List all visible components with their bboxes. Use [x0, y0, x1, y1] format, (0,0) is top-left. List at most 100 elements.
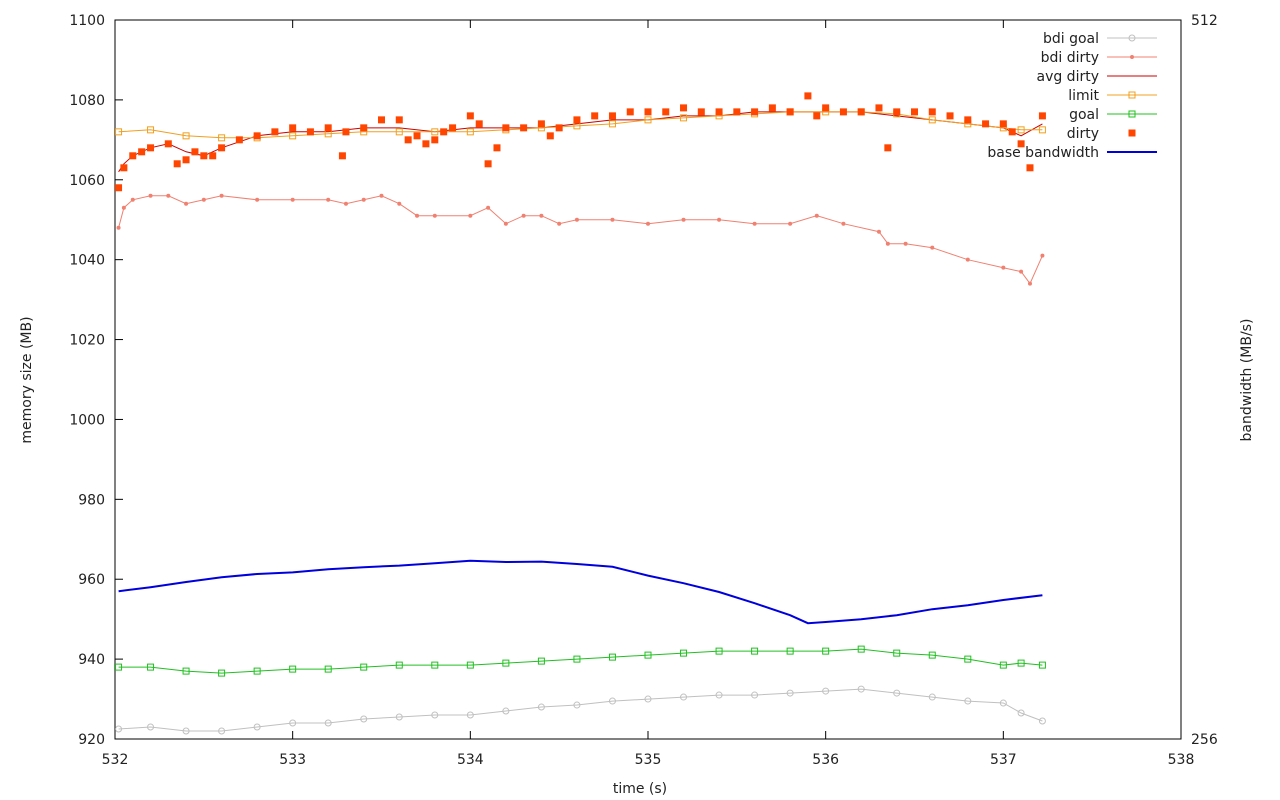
data-point: [608, 120, 616, 128]
data-point: [182, 156, 190, 164]
data-point: [191, 148, 199, 156]
data-point: [466, 112, 474, 120]
data-point: [574, 217, 579, 222]
legend-marker: [1130, 55, 1134, 59]
y-tick-label: 1060: [69, 173, 105, 189]
data-point: [475, 120, 483, 128]
data-point: [342, 128, 350, 136]
x-tick-label: 532: [102, 752, 129, 768]
data-point: [360, 124, 368, 132]
data-point: [546, 132, 554, 140]
data-point: [182, 667, 190, 675]
data-point: [404, 136, 412, 144]
data-point: [573, 701, 581, 709]
data-point: [449, 124, 457, 132]
data-point: [1026, 164, 1034, 172]
data-point: [431, 661, 439, 669]
data-point: [271, 128, 279, 136]
data-point: [930, 245, 935, 250]
data-point: [502, 707, 510, 715]
legend-item-goal: goal: [1069, 107, 1157, 123]
data-point: [964, 697, 972, 705]
data-point: [608, 697, 616, 705]
series-dirty: [115, 92, 1046, 192]
legend-item-bdi-goal: bdi goal: [1043, 31, 1157, 47]
data-point: [360, 663, 368, 671]
data-point: [395, 128, 403, 136]
y-tick-label: 920: [78, 732, 105, 748]
data-point: [786, 689, 794, 697]
data-point: [573, 116, 581, 124]
data-point: [432, 213, 437, 218]
y-tick-label: 1040: [69, 253, 105, 269]
data-point: [201, 197, 206, 202]
data-point: [885, 241, 890, 246]
data-point: [486, 205, 491, 210]
x-axis-title: time (s): [613, 781, 667, 797]
data-point: [608, 653, 616, 661]
data-point: [431, 128, 439, 136]
data-point: [395, 713, 403, 721]
data-point: [646, 221, 650, 226]
data-point: [608, 112, 616, 120]
data-point: [413, 132, 421, 140]
legend-label: dirty: [1067, 126, 1099, 142]
data-point: [999, 661, 1007, 669]
data-point: [1038, 112, 1046, 120]
data-point: [324, 719, 332, 727]
y-tick-label: 1080: [69, 93, 105, 109]
data-point: [289, 719, 297, 727]
data-point: [138, 148, 146, 156]
series-line-limit: [118, 111, 1043, 139]
data-point: [893, 649, 901, 657]
data-point: [148, 193, 153, 198]
data-point: [751, 108, 759, 116]
series-bdi-goal: [115, 685, 1046, 735]
data-point: [814, 213, 819, 218]
data-point: [893, 108, 901, 116]
x-tick-label: 534: [457, 752, 484, 768]
data-point: [218, 727, 226, 735]
data-point: [715, 691, 723, 699]
data-point: [324, 665, 332, 673]
y2-tick-label: 512: [1191, 13, 1218, 29]
data-point: [324, 124, 332, 132]
data-point: [422, 140, 430, 148]
legend-marker: [1128, 129, 1136, 137]
data-point: [1017, 126, 1025, 134]
x-tick-label: 537: [990, 752, 1017, 768]
legend-marker: [1128, 110, 1136, 118]
data-point: [289, 665, 297, 673]
data-point: [1019, 269, 1024, 274]
series-avg-dirty: [118, 111, 1043, 173]
data-point: [893, 689, 901, 697]
series-line-bdi-goal: [118, 688, 1043, 732]
plot-frame: [114, 19, 1182, 740]
data-point: [982, 120, 990, 128]
series-base-bandwidth: [118, 559, 1043, 625]
data-point: [395, 116, 403, 124]
data-point: [680, 693, 688, 701]
series-limit: [115, 108, 1046, 142]
data-point: [644, 695, 652, 703]
data-point: [182, 727, 190, 735]
data-point: [928, 651, 936, 659]
data-point: [255, 197, 260, 202]
legend-item-limit: limit: [1068, 88, 1157, 104]
legend-item-avg-dirty: avg dirty: [1036, 69, 1157, 85]
legend-item-base-bandwidth: base bandwidth: [987, 145, 1157, 161]
data-point: [520, 124, 528, 132]
data-point: [539, 213, 544, 218]
data-point: [822, 104, 830, 112]
series-line-goal: [118, 648, 1043, 674]
data-point: [147, 126, 155, 134]
data-point: [147, 723, 155, 731]
data-point: [786, 108, 794, 116]
x-tick-label: 533: [279, 752, 306, 768]
data-point: [680, 649, 688, 657]
data-point: [999, 699, 1007, 707]
data-point: [644, 116, 652, 124]
legend-label: base bandwidth: [987, 145, 1099, 161]
legend: bdi goal bdi dirty avg dirty limit goal dirty…: [987, 31, 1157, 161]
data-point: [503, 221, 508, 226]
